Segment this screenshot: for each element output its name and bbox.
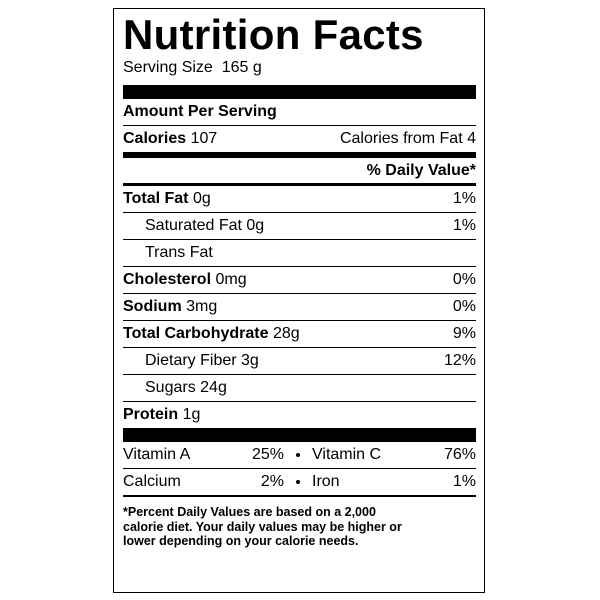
nutrient-name: Dietary Fiber — [145, 352, 237, 369]
nutrient-amount: 1g — [182, 406, 201, 423]
vitamin: Vitamin C 76% — [312, 442, 476, 468]
amount-per-serving: Amount Per Serving — [123, 103, 277, 120]
nutrient-name: Protein — [123, 406, 179, 423]
nutrient: Total Carbohydrate 28g — [123, 321, 300, 347]
vitamin-name: Calcium — [123, 473, 181, 490]
calories-label: Calories — [123, 130, 187, 147]
nutrient-amount: 0g — [192, 190, 211, 207]
footnote-line: *Percent Daily Values are based on a 2,0… — [123, 505, 376, 519]
nutrient-name: Trans Fat — [145, 244, 213, 261]
separator-dot — [296, 480, 300, 484]
nutrient: Sugars 24g — [123, 375, 227, 401]
divider-bar — [123, 428, 476, 442]
separator-dot — [296, 453, 300, 457]
nutrient-row: Total Fat 0g 1% — [123, 186, 476, 213]
nutrient: Cholesterol 0mg — [123, 267, 247, 293]
vitamin-dv: 1% — [452, 473, 476, 490]
calories-row: Calories 107 Calories from Fat 4 — [123, 126, 476, 152]
nutrient-row: Cholesterol 0mg 0% — [123, 267, 476, 294]
nutrient-name: Saturated Fat — [145, 217, 242, 234]
nutrient-name: Sugars — [145, 379, 196, 396]
daily-value: 9% — [452, 325, 476, 342]
nutrient-row: Saturated Fat 0g 1% — [123, 213, 476, 240]
vitamin: Iron 1% — [312, 469, 476, 495]
daily-value: 0% — [452, 298, 476, 315]
dv-header: % Daily Value* — [366, 162, 476, 179]
label-content: Nutrition Facts Serving Size 165 g Amoun… — [123, 12, 476, 549]
vitamin-dv: 76% — [443, 446, 476, 463]
serving-size: Serving Size 165 g — [123, 58, 476, 80]
vitamin-row: Vitamin A 25% Vitamin C 76% — [123, 442, 476, 469]
footnote-line: calorie diet. Your daily values may be h… — [123, 519, 402, 534]
vitamin: Vitamin A 25% — [123, 442, 284, 468]
serving-label: Serving Size — [123, 59, 213, 76]
nutrient-name: Sodium — [123, 298, 182, 315]
vitamin-dv: 2% — [260, 473, 284, 490]
nutrient-amount: 0g — [246, 217, 265, 234]
title: Nutrition Facts — [123, 11, 424, 58]
nutrient-rows: Total Fat 0g 1% Saturated Fat 0g 1% Trans Fa… — [123, 186, 476, 428]
vitamin-name: Iron — [312, 473, 340, 490]
vitamin-dv: 25% — [251, 446, 284, 463]
daily-value: 1% — [452, 190, 476, 207]
nutrient: Trans Fat — [123, 240, 213, 266]
nutrient-row: Total Carbohydrate 28g 9% — [123, 321, 476, 348]
daily-value: 12% — [443, 352, 476, 369]
daily-value: 0% — [452, 271, 476, 288]
serving-value: 165 g — [221, 59, 262, 76]
nutrient-amount: 0mg — [215, 271, 247, 288]
footnote-line: lower depending on your calorie needs. — [123, 534, 359, 548]
nutrient: Saturated Fat 0g — [123, 213, 264, 239]
nutrient: Protein 1g — [123, 402, 200, 428]
daily-value: 1% — [452, 217, 476, 234]
divider-bar — [123, 152, 476, 158]
nutrient-name: Total Fat — [123, 190, 189, 207]
nutrient-amount: 3g — [241, 352, 259, 369]
calories-from-fat: Calories from Fat 4 — [339, 130, 476, 147]
nutrient-row: Protein 1g — [123, 402, 476, 428]
nutrition-label: Nutrition Facts Serving Size 165 g Amoun… — [113, 8, 485, 593]
footnote: *Percent Daily Values are based on a 2,0… — [123, 505, 476, 549]
divider-bar — [123, 85, 476, 99]
vitamin-rows: Vitamin A 25% Vitamin C 76% Calcium 2% Iron 1% — [123, 442, 476, 497]
nutrient-row: Dietary Fiber 3g 12% — [123, 348, 476, 375]
dv-header-row: % Daily Value* — [123, 158, 476, 186]
nutrient-row: Sodium 3mg 0% — [123, 294, 476, 321]
nutrient-name: Cholesterol — [123, 271, 212, 288]
vitamin: Calcium 2% — [123, 469, 284, 495]
nutrient-amount: 24g — [200, 379, 227, 396]
nutrient-amount: 28g — [272, 325, 300, 342]
amount-header: Amount Per Serving — [123, 99, 476, 126]
calories: Calories 107 — [123, 126, 217, 152]
vitamin-name: Vitamin A — [123, 446, 191, 463]
vitamin-name: Vitamin C — [312, 446, 382, 463]
nutrient: Sodium 3mg — [123, 294, 217, 320]
nutrient-row: Trans Fat — [123, 240, 476, 267]
vitamin-row: Calcium 2% Iron 1% — [123, 469, 476, 497]
nutrient: Total Fat 0g — [123, 186, 211, 212]
calories-value: 107 — [190, 130, 218, 147]
nutrient-row: Sugars 24g — [123, 375, 476, 402]
nutrient-amount: 3mg — [186, 298, 218, 315]
nutrient: Dietary Fiber 3g — [123, 348, 259, 374]
nutrient-name: Total Carbohydrate — [123, 325, 269, 342]
